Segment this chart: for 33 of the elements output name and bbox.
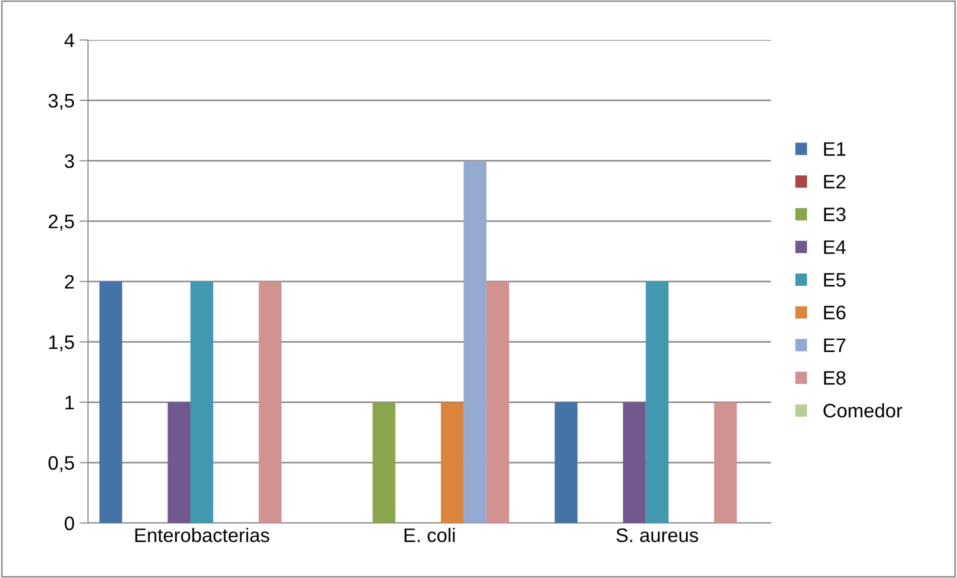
legend-label: E1: [824, 142, 846, 156]
y-tick-label: 2,5: [48, 214, 74, 231]
x-tick-label: E. coli: [404, 528, 455, 542]
y-tick-label: 2: [64, 274, 74, 289]
bar: [714, 402, 737, 523]
legend-label: E5: [824, 273, 846, 287]
bar: [258, 282, 282, 523]
legend-label: E2: [824, 174, 846, 188]
bar: [440, 402, 464, 523]
bar: [190, 282, 214, 523]
legend-label: E3: [824, 208, 846, 222]
bar: [486, 282, 510, 523]
legend-label: E4: [824, 240, 846, 254]
bar: [464, 160, 486, 523]
bar: [168, 402, 190, 523]
legend-label: E7: [824, 338, 846, 352]
bar: [554, 402, 578, 523]
bar: [623, 402, 646, 523]
legend-label: E8: [824, 371, 846, 385]
bar: [372, 402, 396, 523]
y-tick-label: 1: [65, 396, 74, 410]
legend-label: E6: [824, 306, 846, 320]
y-tick-label: 0,5: [48, 456, 74, 472]
y-tick-label: 3: [64, 154, 74, 168]
y-tick-label: 1,5: [49, 336, 74, 352]
x-tick-label: Enterobacterias: [135, 528, 270, 542]
bar: [646, 282, 669, 523]
y-tick-label: 3,5: [48, 94, 74, 110]
legend-label: Comedor: [824, 403, 902, 418]
x-tick-label: S. aureus: [616, 528, 698, 542]
bar: [99, 282, 122, 523]
y-tick-label: 0: [64, 516, 74, 530]
y-tick-label: 4: [64, 34, 74, 48]
